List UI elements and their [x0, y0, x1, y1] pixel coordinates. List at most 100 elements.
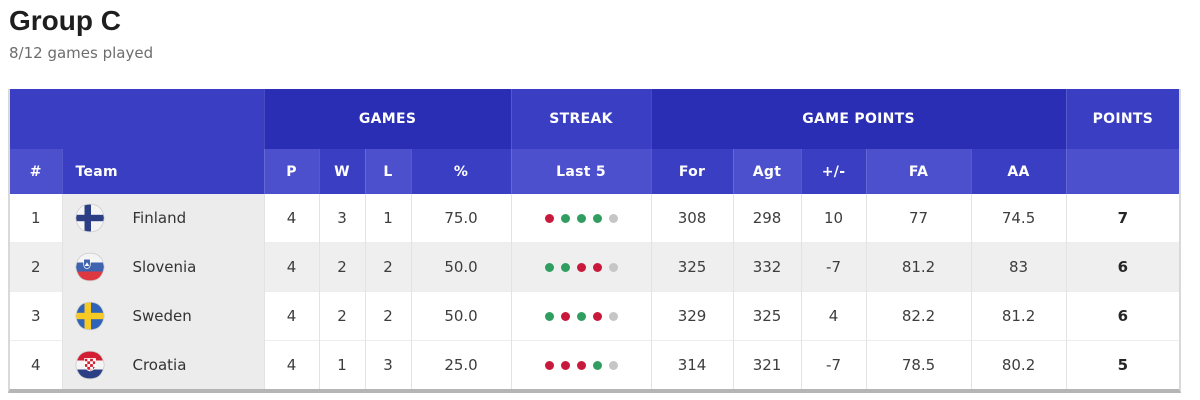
losses-cell: 3	[364, 340, 411, 390]
for-average-cell: 82.2	[865, 291, 972, 341]
team-cell[interactable]: Slovenia	[61, 242, 264, 292]
percent-cell: 75.0	[410, 194, 512, 243]
plusminus-cell: -7	[800, 242, 867, 292]
points-against-cell: 325	[732, 291, 802, 341]
team-cell[interactable]: Sweden	[61, 291, 264, 341]
streak-dot	[560, 361, 570, 371]
table-row-sweden[interactable]: 3 Sweden 4 2 2	[10, 291, 1180, 341]
streak-dot	[592, 263, 602, 273]
percent-cell: 25.0	[410, 340, 512, 390]
team-cell[interactable]: Finland	[61, 194, 264, 243]
plusminus-cell: 4	[800, 291, 867, 341]
points-against-cell: 332	[732, 242, 802, 292]
team-name[interactable]: Croatia	[132, 356, 187, 375]
points-for-cell: 325	[650, 242, 734, 292]
col-header-plusminus: +/-	[800, 149, 867, 195]
against-average-cell: 80.2	[970, 340, 1067, 390]
rank-cell: 2	[10, 242, 62, 292]
streak-dot	[592, 214, 602, 224]
slovenia-flag-icon	[74, 252, 105, 282]
rank-cell: 4	[10, 340, 62, 390]
played-cell: 4	[263, 194, 319, 243]
against-average-cell: 83	[970, 242, 1067, 292]
points-cell: 5	[1065, 340, 1180, 390]
percent-cell: 50.0	[410, 291, 512, 341]
percent-cell: 50.0	[410, 242, 512, 292]
col-header-wins: W	[318, 149, 365, 195]
streak-dot	[608, 214, 618, 224]
streak-cell	[510, 194, 652, 243]
streak-dot	[560, 214, 570, 224]
wins-cell: 3	[318, 194, 365, 243]
streak-dot	[544, 214, 554, 224]
croatia-flag-icon	[74, 350, 105, 380]
streak-dot	[560, 263, 570, 273]
col-header-against: Agt	[732, 149, 802, 195]
col-header-points-empty	[1065, 149, 1180, 195]
streak-dot	[608, 312, 618, 322]
table-row-croatia[interactable]: 4	[10, 340, 1180, 390]
streak-cell	[510, 242, 652, 292]
points-cell: 7	[1065, 194, 1180, 243]
wins-cell: 2	[318, 242, 365, 292]
streak-dot	[544, 361, 554, 371]
sweden-flag-icon	[74, 301, 105, 331]
group-header-points: POINTS	[1065, 89, 1180, 150]
streak-dot	[592, 361, 602, 371]
col-header-for-average: FA	[865, 149, 972, 195]
points-cell: 6	[1065, 291, 1180, 341]
table-row-slovenia[interactable]: 2 Slovenia	[10, 242, 1180, 292]
team-name[interactable]: Finland	[132, 209, 187, 228]
col-header-played: P	[263, 149, 319, 195]
for-average-cell: 77	[865, 194, 972, 243]
points-against-cell: 298	[732, 194, 802, 243]
losses-cell: 1	[364, 194, 411, 243]
played-cell: 4	[263, 242, 319, 292]
finland-flag-icon	[74, 203, 105, 233]
against-average-cell: 74.5	[970, 194, 1067, 243]
streak-dot	[608, 263, 618, 273]
points-for-cell: 314	[650, 340, 734, 390]
col-header-team: Team	[61, 149, 264, 195]
group-header-game-points: GAME POINTS	[650, 89, 1067, 150]
losses-cell: 2	[364, 291, 411, 341]
rank-cell: 1	[10, 194, 62, 243]
streak-dot	[576, 312, 586, 322]
standings-table-container: GAMES STREAK GAME POINTS POINTS # Team P…	[8, 89, 1181, 394]
plusminus-cell: 10	[800, 194, 867, 243]
team-name[interactable]: Sweden	[132, 307, 192, 326]
points-for-cell: 329	[650, 291, 734, 341]
team-cell[interactable]: Croatia	[61, 340, 264, 390]
col-header-percent: %	[410, 149, 512, 195]
against-average-cell: 81.2	[970, 291, 1067, 341]
losses-cell: 2	[364, 242, 411, 292]
page-title: Group C	[9, 5, 121, 36]
group-header-games: GAMES	[263, 89, 512, 150]
standings-table: GAMES STREAK GAME POINTS POINTS # Team P…	[10, 89, 1180, 390]
group-header-row: GAMES STREAK GAME POINTS POINTS	[10, 89, 1180, 150]
played-cell: 4	[263, 291, 319, 341]
streak-dot	[544, 312, 554, 322]
col-header-against-average: AA	[970, 149, 1067, 195]
wins-cell: 1	[318, 340, 365, 390]
rank-cell: 3	[10, 291, 62, 341]
col-header-for: For	[650, 149, 734, 195]
points-against-cell: 321	[732, 340, 802, 390]
plusminus-cell: -7	[800, 340, 867, 390]
played-cell: 4	[263, 340, 319, 390]
team-name[interactable]: Slovenia	[132, 258, 197, 277]
page-header: Group C 8/12 games played	[0, 0, 1200, 62]
streak-cell	[510, 291, 652, 341]
wins-cell: 2	[318, 291, 365, 341]
streak-dot	[608, 361, 618, 371]
streak-dot	[576, 214, 586, 224]
col-header-last5: Last 5	[510, 149, 652, 195]
for-average-cell: 78.5	[865, 340, 972, 390]
streak-cell	[510, 340, 652, 390]
group-header-streak: STREAK	[510, 89, 652, 150]
group-header-empty	[10, 89, 264, 150]
table-row-finland[interactable]: 1 Finland 4 3 1	[10, 194, 1180, 243]
streak-dot	[576, 263, 586, 273]
streak-dot	[560, 312, 570, 322]
streak-dot	[576, 361, 586, 371]
